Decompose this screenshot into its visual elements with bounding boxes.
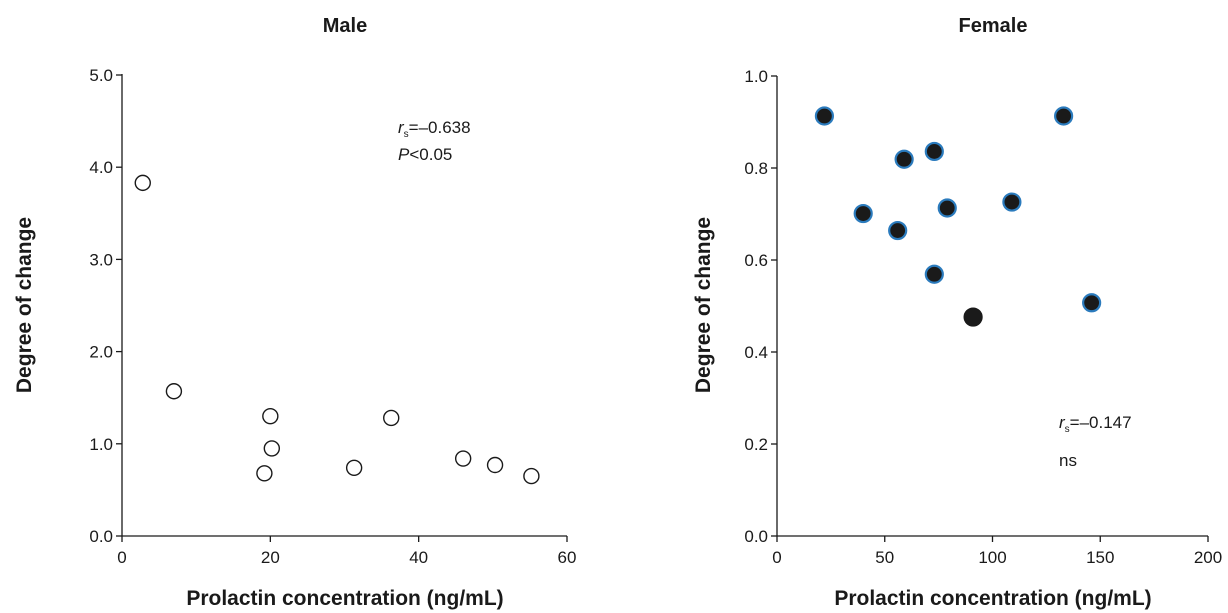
male-y-tick-label: 3.0 — [89, 250, 113, 269]
male-data-point — [383, 409, 400, 427]
male-data-point — [262, 407, 279, 425]
male-data-point — [454, 450, 472, 467]
female-x-tick-label: 100 — [978, 548, 1006, 567]
female-data-point — [853, 203, 873, 224]
male-x-tick-label: 60 — [558, 548, 577, 567]
male-chart-panel: Male 0.0 1.0 2.0 3.0 4.0 5.0 0 20 40 60 Prolacti… — [13, 15, 576, 610]
male-x-axis-label: Prolactin concentration (ng/mL) — [186, 587, 503, 610]
male-chart-title: Male — [323, 15, 367, 37]
female-data-point — [924, 141, 944, 162]
female-data-point — [963, 307, 983, 327]
male-x-tick-label: 20 — [261, 548, 280, 567]
male-x-tick-label: 40 — [409, 548, 428, 567]
male-stat-annotation: rs=–0.638 P<0.05 — [398, 118, 471, 164]
male-y-ticks: 0.0 1.0 2.0 3.0 4.0 5.0 — [89, 66, 122, 546]
male-y-tick-label: 0.0 — [89, 527, 113, 546]
female-data-point — [814, 106, 835, 126]
female-data-point — [1054, 106, 1074, 126]
male-p-symbol: P — [398, 145, 410, 164]
female-x-tick-label: 150 — [1086, 548, 1114, 567]
female-rs-subscript: s — [1065, 424, 1070, 435]
male-data-point — [523, 467, 540, 485]
female-ns-label: ns — [1059, 451, 1077, 470]
male-y-axis-label: Degree of change — [13, 217, 36, 393]
male-data-point — [345, 459, 363, 476]
male-data-point — [256, 465, 273, 482]
female-x-ticks: 0 50 100 150 200 — [772, 536, 1222, 567]
female-y-tick-label: 0.8 — [744, 159, 768, 178]
female-y-tick-label: 0.0 — [744, 527, 768, 546]
female-chart-panel: Female 0.0 0.2 0.4 0.6 0.8 1.0 0 50 100 150 200 P… — [692, 15, 1222, 610]
female-stat-annotation: rs=–0.147 ns — [1059, 413, 1132, 470]
male-x-tick-label: 0 — [117, 548, 126, 567]
male-y-tick-label: 1.0 — [89, 435, 113, 454]
male-rs-value: =–0.638 — [409, 118, 471, 137]
male-data-point — [165, 383, 183, 400]
male-data-point — [263, 440, 281, 457]
male-data-point — [134, 174, 151, 192]
female-rs-label: rs=–0.147 — [1059, 413, 1132, 435]
female-data-point — [894, 149, 914, 169]
female-data-point — [937, 198, 957, 218]
female-data-point — [1082, 293, 1102, 313]
male-rs-label: rs=–0.638 — [398, 118, 471, 140]
male-y-tick-label: 4.0 — [89, 158, 113, 177]
male-rs-symbol: r — [398, 118, 405, 137]
female-y-tick-label: 0.2 — [744, 435, 768, 454]
female-rs-symbol: r — [1059, 413, 1066, 432]
female-y-tick-label: 0.4 — [744, 343, 768, 362]
female-y-ticks: 0.0 0.2 0.4 0.6 0.8 1.0 — [744, 67, 777, 546]
female-chart-title: Female — [959, 15, 1028, 37]
female-data-points — [814, 106, 1102, 327]
female-x-axis-label: Prolactin concentration (ng/mL) — [834, 587, 1151, 610]
male-p-label: P<0.05 — [398, 145, 452, 164]
male-y-tick-label: 2.0 — [89, 343, 113, 362]
male-rs-subscript: s — [404, 129, 409, 140]
female-rs-value: =–0.147 — [1070, 413, 1132, 432]
female-x-tick-label: 200 — [1194, 548, 1222, 567]
male-x-ticks: 0 20 40 60 — [117, 536, 576, 567]
female-y-axis-label: Degree of change — [692, 217, 715, 393]
male-p-value: <0.05 — [409, 145, 452, 164]
male-data-points — [134, 174, 540, 485]
female-x-tick-label: 50 — [875, 548, 894, 567]
female-y-tick-label: 1.0 — [744, 67, 768, 86]
female-data-point — [888, 220, 908, 241]
male-y-tick-label: 5.0 — [89, 66, 113, 85]
female-y-tick-label: 0.6 — [744, 251, 768, 270]
female-x-tick-label: 0 — [772, 548, 781, 567]
male-data-point — [486, 456, 504, 474]
female-data-point — [924, 264, 944, 284]
female-data-point — [1002, 192, 1022, 212]
